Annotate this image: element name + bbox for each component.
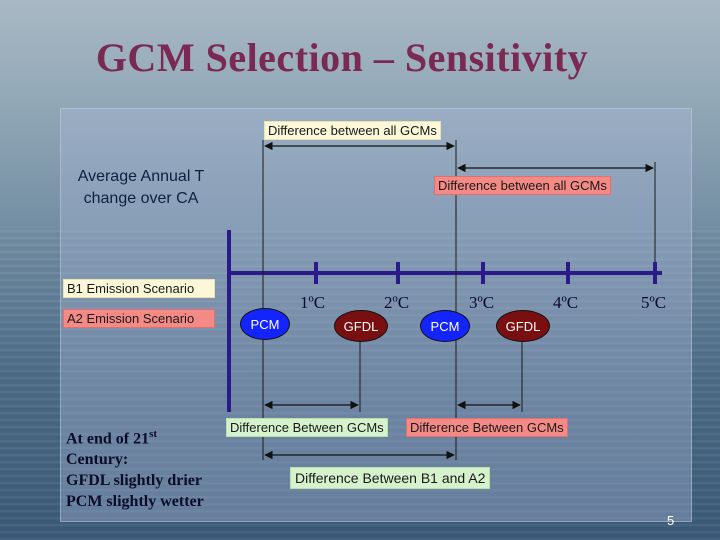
avg-temp-line1: Average Annual T bbox=[77, 168, 205, 185]
tick-label-5: 5ºC bbox=[641, 293, 667, 312]
gfdl-a2-oval: GFDL bbox=[496, 310, 550, 342]
note-line1: At end of 21st bbox=[66, 424, 236, 449]
pcm-a2-oval: PCM bbox=[420, 310, 470, 342]
avg-temp-line2: change over CA bbox=[83, 190, 199, 207]
page-title: GCM Selection – Sensitivity bbox=[95, 35, 589, 80]
tick-label-4: 4ºC bbox=[553, 293, 579, 312]
top-range-label: Difference between all GCMs bbox=[264, 121, 441, 140]
a2-scenario-label: A2 Emission Scenario bbox=[63, 309, 215, 328]
between-gcms-right-label: Difference Between GCMs bbox=[406, 418, 568, 437]
tick-label-1: 1ºC bbox=[300, 293, 326, 312]
note-line1-text: At end of 21 bbox=[66, 430, 150, 448]
note-line3: GFDL slightly drier bbox=[66, 472, 202, 490]
avg-temp-label: Average Annual T change over CA bbox=[66, 166, 216, 210]
note-line4: PCM slightly wetter bbox=[66, 493, 204, 511]
tick-label-3: 3ºC bbox=[469, 293, 495, 312]
page-number: 5 bbox=[667, 513, 675, 528]
b2-range-label: Difference between all GCMs bbox=[434, 176, 611, 195]
between-b1-a2-label: Difference Between B1 and A2 bbox=[290, 467, 491, 489]
pcm-b1-oval: PCM bbox=[240, 308, 290, 340]
note-line2: Century: bbox=[66, 451, 129, 469]
between-gcms-left-label: Difference Between GCMs bbox=[226, 418, 388, 437]
gfdl-b1-oval: GFDL bbox=[334, 310, 388, 342]
century-note: At end of 21st Century: GFDL slightly dr… bbox=[66, 424, 236, 512]
note-line1-sup: st bbox=[149, 428, 158, 440]
b1-scenario-label: B1 Emission Scenario bbox=[63, 279, 215, 298]
tick-label-2: 2ºC bbox=[384, 293, 410, 312]
